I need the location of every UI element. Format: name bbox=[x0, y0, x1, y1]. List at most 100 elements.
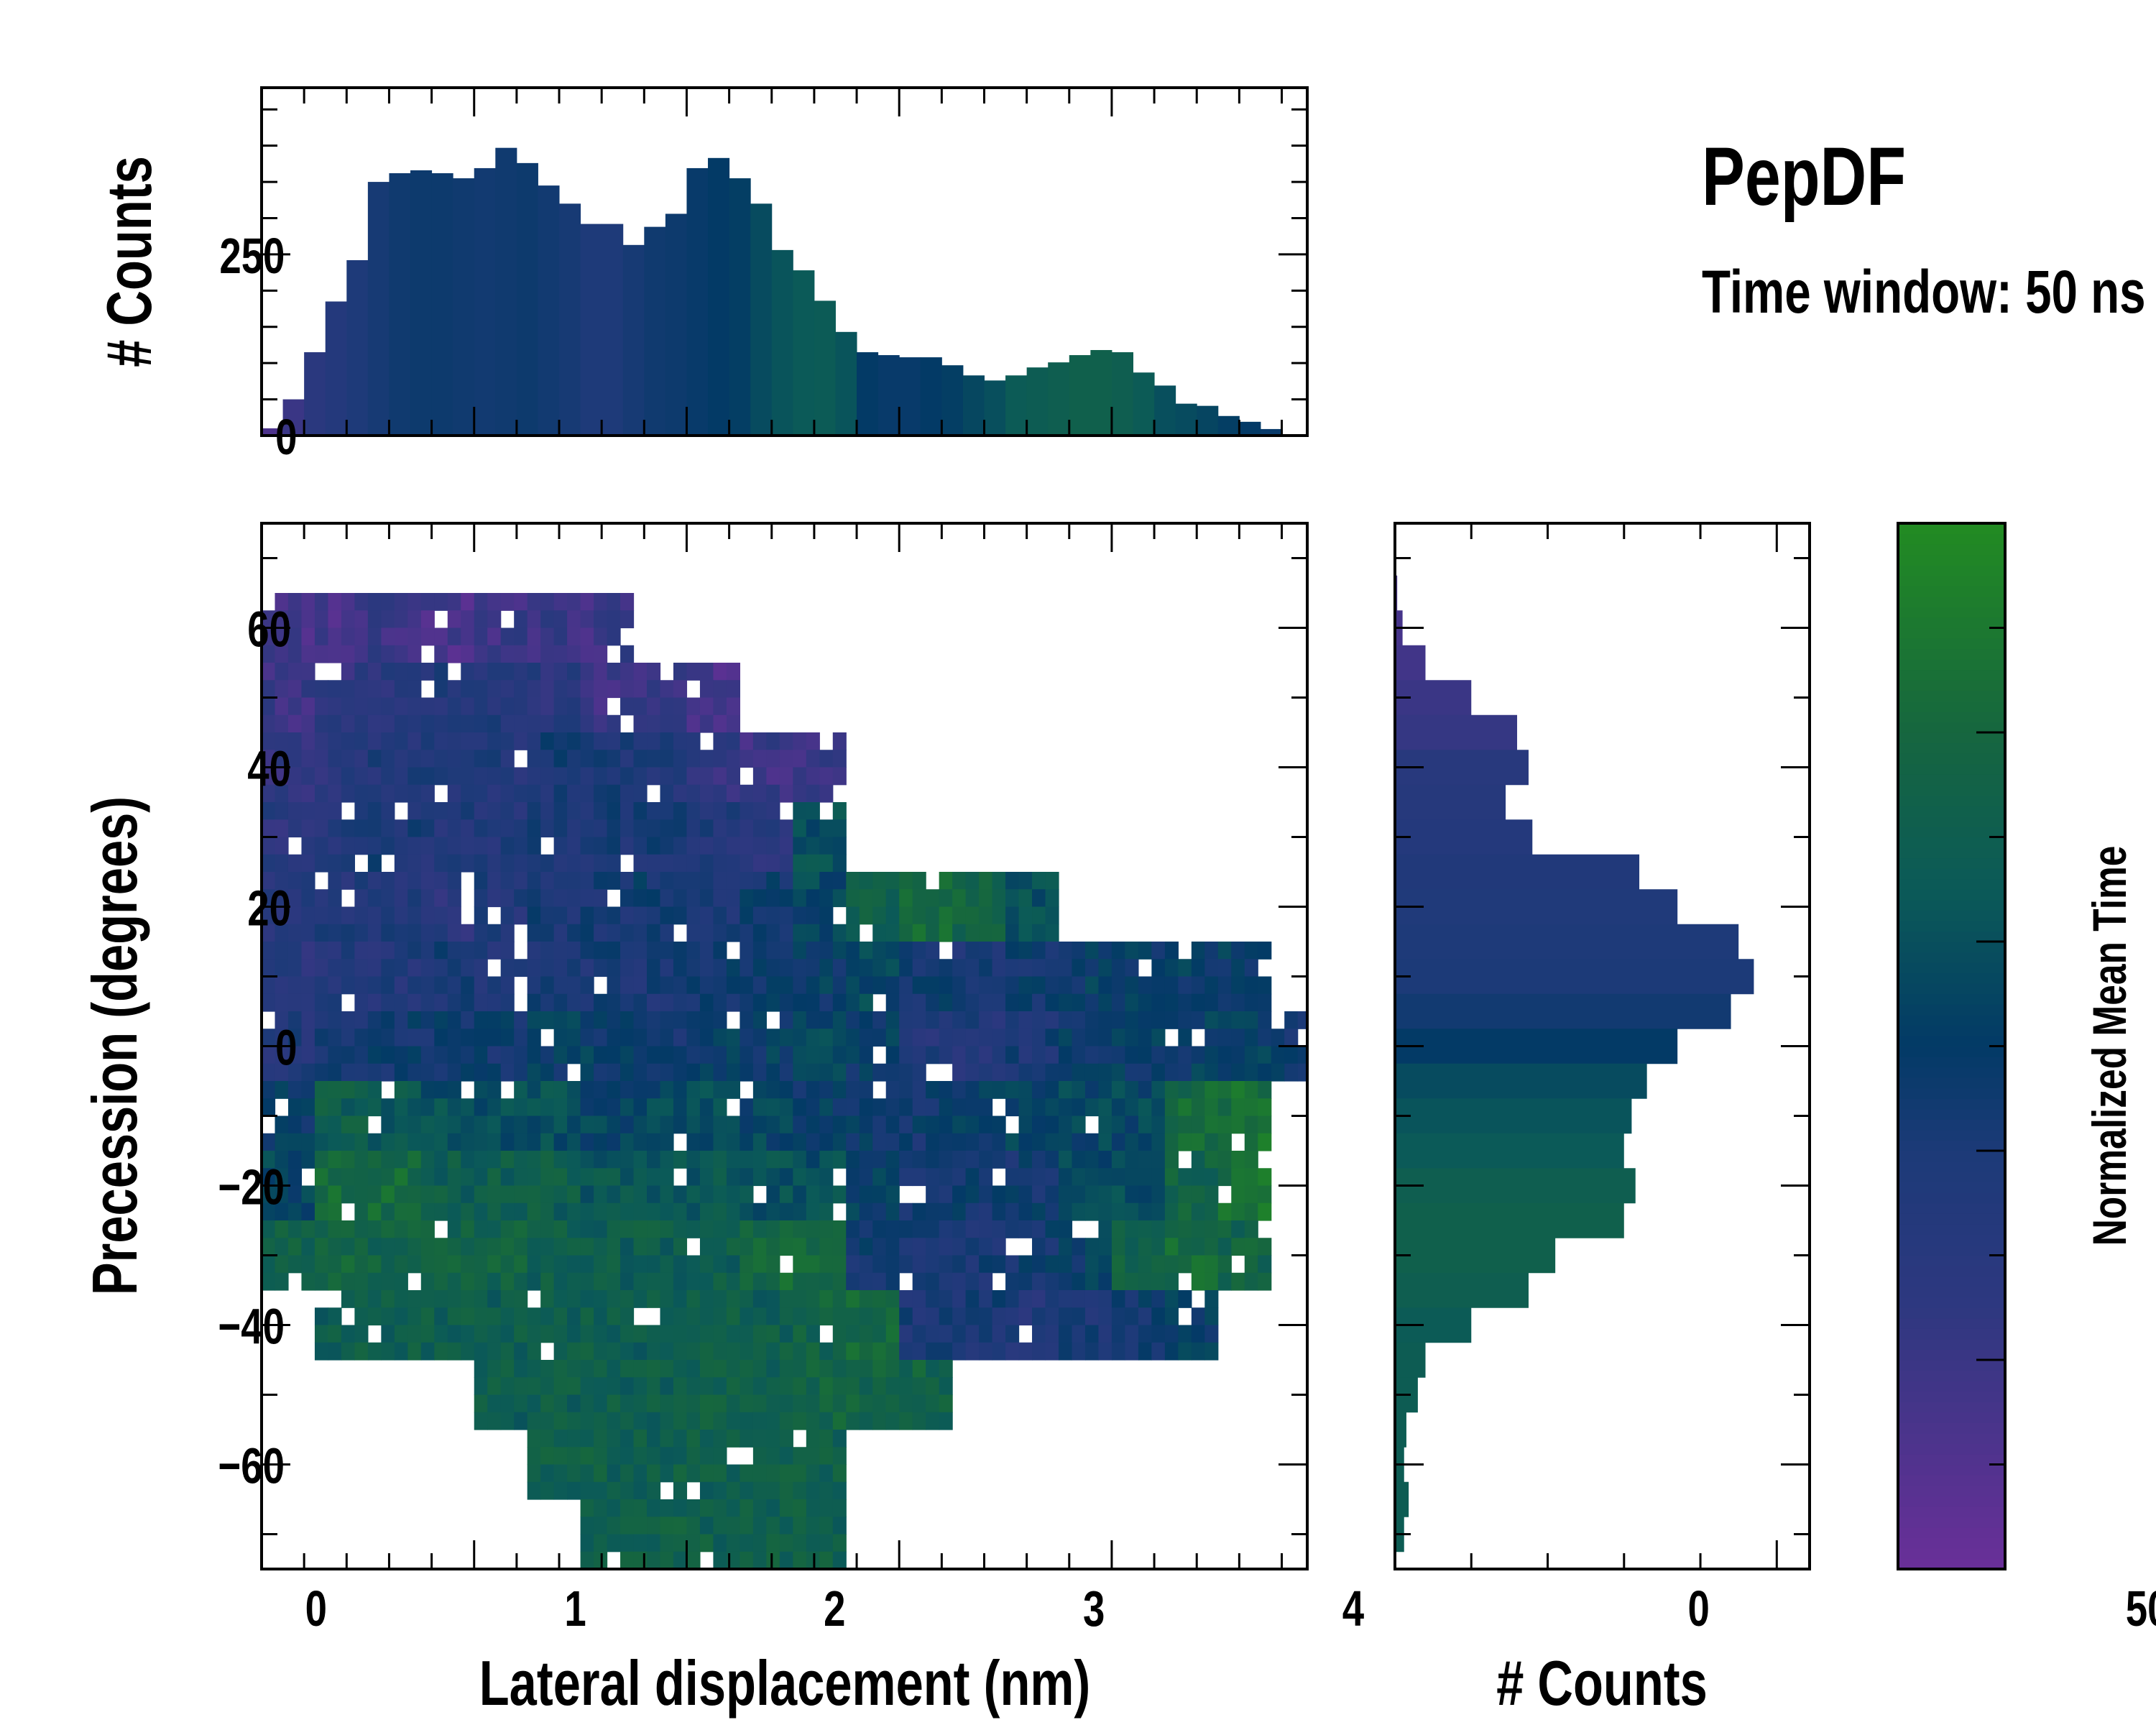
heatmap-cell bbox=[699, 1517, 714, 1535]
heatmap-cell bbox=[673, 1342, 688, 1361]
heatmap-cell bbox=[819, 1412, 834, 1430]
heatmap-cell bbox=[394, 714, 408, 733]
heatmap-cell bbox=[341, 854, 355, 873]
heatmap-cell bbox=[846, 1063, 860, 1082]
heatmap-cell bbox=[979, 959, 993, 978]
heatmap-cell bbox=[806, 1098, 820, 1117]
heatmap-cell bbox=[314, 1029, 329, 1047]
heatmap-cell bbox=[713, 837, 727, 855]
heatmap-cell bbox=[633, 819, 648, 838]
heatmap-cell bbox=[660, 959, 674, 978]
heatmap-cell bbox=[540, 1011, 555, 1029]
heatmap-cell bbox=[899, 1394, 913, 1413]
heatmap-cell bbox=[766, 1551, 780, 1570]
heatmap-cell bbox=[287, 784, 303, 803]
histogram-bar bbox=[262, 428, 284, 436]
heatmap-cell bbox=[633, 1360, 648, 1378]
heatmap-cell bbox=[806, 1464, 820, 1483]
heatmap-cell bbox=[766, 1377, 780, 1396]
heatmap-cell bbox=[1018, 1116, 1033, 1134]
heatmap-cell bbox=[487, 872, 502, 890]
heatmap-cell bbox=[461, 854, 475, 873]
heatmap-cell bbox=[1258, 1255, 1272, 1274]
heatmap-cell bbox=[381, 1098, 395, 1117]
heatmap-cell bbox=[328, 714, 342, 733]
heatmap-cell bbox=[407, 1185, 422, 1204]
heatmap-cell bbox=[461, 802, 475, 820]
heatmap-cell bbox=[1058, 1046, 1073, 1064]
heatmap-cell bbox=[752, 1220, 767, 1238]
heatmap-cell bbox=[1178, 1185, 1192, 1204]
heatmap-cell bbox=[766, 1151, 780, 1169]
heatmap-cell bbox=[262, 610, 276, 629]
heatmap-cell bbox=[594, 1481, 608, 1500]
heatmap-cell bbox=[434, 802, 448, 820]
heatmap-cell bbox=[354, 1290, 369, 1308]
heatmap-cell bbox=[487, 784, 502, 803]
heatmap-cell bbox=[952, 1202, 967, 1221]
heatmap-cell bbox=[885, 1151, 900, 1169]
heatmap-cell bbox=[939, 1412, 953, 1430]
heatmap-cell bbox=[806, 906, 820, 925]
heatmap-cell bbox=[965, 1063, 980, 1082]
heatmap-cell bbox=[992, 942, 1006, 960]
heatmap-cell bbox=[952, 1342, 967, 1361]
heatmap-cell bbox=[766, 1133, 780, 1151]
heatmap-cell bbox=[1217, 959, 1232, 978]
heatmap-cell bbox=[647, 802, 661, 820]
heatmap-cell bbox=[832, 1220, 847, 1238]
heatmap-cell bbox=[647, 1029, 661, 1047]
heatmap-cell bbox=[899, 1011, 913, 1029]
heatmap-cell bbox=[992, 1063, 1006, 1082]
heatmap-cell bbox=[633, 1063, 648, 1082]
heatmap-cell bbox=[660, 802, 674, 820]
heatmap-cell bbox=[407, 1046, 422, 1064]
heatmap-cell bbox=[553, 872, 568, 890]
histogram-bar bbox=[559, 203, 581, 436]
heatmap-cell bbox=[766, 767, 780, 786]
heatmap-cell bbox=[1111, 1202, 1126, 1221]
heatmap-cell bbox=[752, 802, 767, 820]
heatmap-cell bbox=[1005, 906, 1020, 925]
heatmap-cell bbox=[620, 1499, 635, 1517]
histogram-bar bbox=[410, 170, 433, 436]
heatmap-cell bbox=[633, 802, 648, 820]
colorbar-segment bbox=[1898, 638, 2005, 650]
heatmap-cell bbox=[527, 610, 541, 629]
heatmap-cell bbox=[580, 1377, 594, 1396]
heatmap-cell bbox=[752, 1011, 767, 1029]
heatmap-cell bbox=[793, 819, 807, 838]
heatmap-cell bbox=[1072, 1046, 1086, 1064]
heatmap-cell bbox=[713, 1517, 727, 1535]
heatmap-cell bbox=[527, 959, 541, 978]
heatmap-cell bbox=[912, 1342, 926, 1361]
heatmap-cell bbox=[965, 1325, 980, 1343]
heatmap-cell bbox=[301, 1202, 315, 1221]
heatmap-cell bbox=[952, 872, 967, 890]
heatmap-cell bbox=[872, 976, 887, 995]
heatmap-cell bbox=[740, 1151, 754, 1169]
heatmap-cell bbox=[1217, 1011, 1232, 1029]
heatmap-cell bbox=[633, 924, 648, 942]
heatmap-cell bbox=[752, 1098, 767, 1117]
heatmap-cell bbox=[633, 1046, 648, 1064]
heatmap-cell bbox=[673, 993, 688, 1012]
heatmap-cell bbox=[899, 993, 913, 1012]
heatmap-cell bbox=[301, 976, 315, 995]
heatmap-cell bbox=[287, 1011, 303, 1029]
heatmap-cell bbox=[275, 1185, 289, 1204]
heatmap-cell bbox=[540, 1272, 555, 1291]
heatmap-cell bbox=[354, 1098, 369, 1117]
heatmap-cell bbox=[514, 872, 528, 890]
heatmap-cell bbox=[580, 767, 594, 786]
heatmap-cell bbox=[540, 1307, 555, 1326]
colorbar-segment bbox=[1898, 596, 2005, 607]
heatmap-cell bbox=[939, 1307, 953, 1326]
heatmap-cell bbox=[926, 1412, 940, 1430]
heatmap-cell bbox=[726, 1220, 740, 1238]
heatmap-cell bbox=[766, 837, 780, 855]
heatmap-cell bbox=[766, 819, 780, 838]
heatmap-cell bbox=[474, 1116, 488, 1134]
heatmap-cell bbox=[740, 1290, 754, 1308]
heatmap-cell bbox=[979, 1029, 993, 1047]
